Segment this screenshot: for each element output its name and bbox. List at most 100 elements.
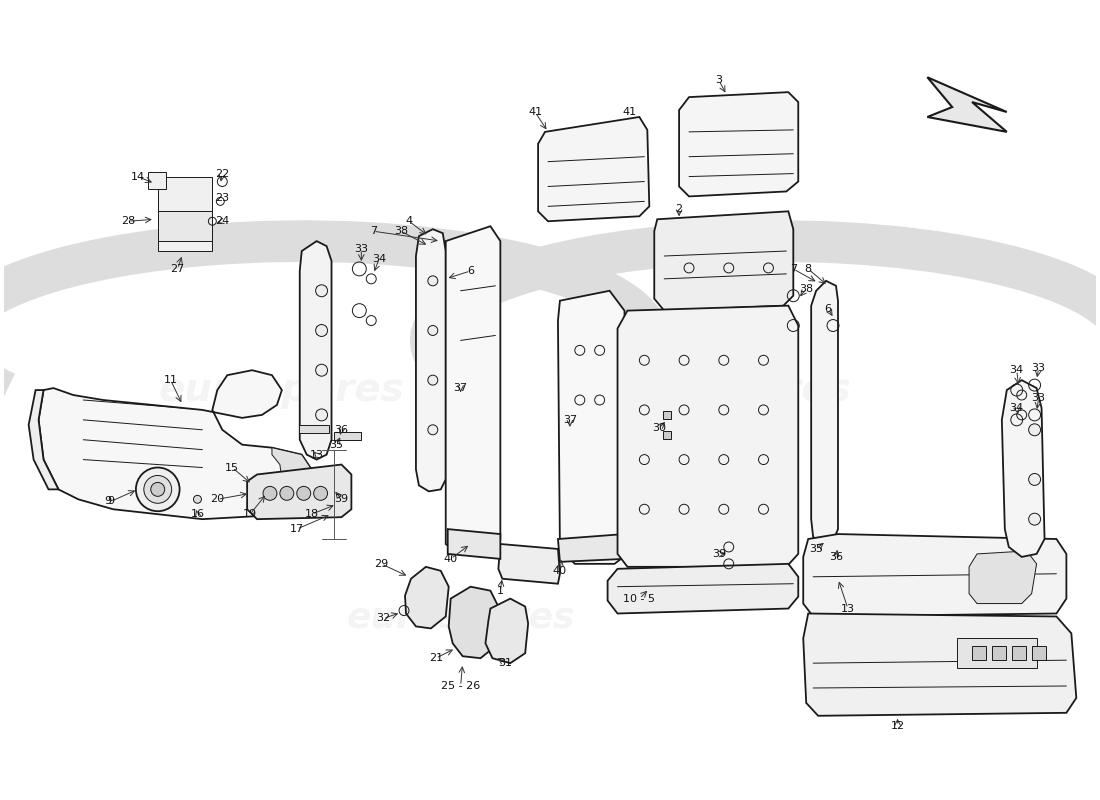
- Bar: [147, 171, 166, 190]
- Polygon shape: [248, 465, 351, 519]
- Bar: [992, 646, 1005, 660]
- Bar: [299, 425, 329, 433]
- Text: eurospares: eurospares: [160, 371, 405, 409]
- Text: 37: 37: [563, 415, 576, 425]
- Circle shape: [316, 409, 328, 421]
- Polygon shape: [416, 229, 446, 491]
- Polygon shape: [927, 78, 1006, 132]
- Polygon shape: [558, 290, 627, 564]
- Circle shape: [1028, 514, 1041, 525]
- Polygon shape: [1002, 380, 1045, 557]
- Text: 33: 33: [1032, 363, 1046, 374]
- Text: 36: 36: [829, 552, 843, 562]
- Polygon shape: [448, 529, 501, 559]
- Bar: [157, 177, 212, 251]
- Text: 35: 35: [330, 440, 343, 450]
- Polygon shape: [969, 551, 1036, 603]
- Text: 19: 19: [243, 510, 257, 519]
- Bar: [333, 432, 361, 440]
- Text: 34: 34: [1010, 403, 1024, 413]
- Bar: [1032, 646, 1045, 660]
- Text: 30: 30: [652, 423, 667, 433]
- Polygon shape: [538, 117, 649, 222]
- Text: 7: 7: [790, 264, 796, 274]
- Circle shape: [151, 482, 165, 496]
- Text: 22: 22: [216, 169, 230, 178]
- Text: eurospares: eurospares: [346, 602, 575, 635]
- Circle shape: [297, 486, 310, 500]
- Polygon shape: [39, 370, 311, 519]
- Bar: [1012, 646, 1025, 660]
- Polygon shape: [679, 92, 799, 197]
- Text: 31: 31: [498, 658, 513, 668]
- Text: 3: 3: [715, 75, 723, 86]
- Polygon shape: [485, 598, 528, 663]
- Circle shape: [136, 467, 179, 511]
- Circle shape: [1028, 474, 1041, 486]
- Circle shape: [314, 486, 328, 500]
- Text: 18: 18: [305, 510, 319, 519]
- Text: 27: 27: [170, 264, 185, 274]
- Polygon shape: [803, 614, 1076, 716]
- Text: 13: 13: [309, 450, 323, 460]
- Bar: [957, 638, 1036, 668]
- Circle shape: [428, 276, 438, 286]
- Text: 13: 13: [840, 603, 855, 614]
- Circle shape: [428, 375, 438, 385]
- Text: 7: 7: [370, 226, 377, 236]
- Text: 12: 12: [891, 721, 904, 730]
- Text: 24: 24: [216, 216, 230, 226]
- Circle shape: [428, 425, 438, 434]
- Text: 9: 9: [108, 496, 114, 506]
- Text: 37: 37: [453, 383, 468, 393]
- Text: 4: 4: [406, 216, 412, 226]
- Text: 28: 28: [121, 216, 135, 226]
- Text: 6: 6: [468, 266, 474, 276]
- Polygon shape: [299, 241, 331, 459]
- Text: 34: 34: [1010, 366, 1024, 375]
- Text: 39: 39: [334, 494, 349, 504]
- Text: 25 - 26: 25 - 26: [441, 681, 481, 691]
- Text: 34: 34: [372, 254, 386, 264]
- Circle shape: [279, 486, 294, 500]
- Polygon shape: [449, 586, 498, 658]
- Text: 21: 21: [429, 653, 443, 663]
- Bar: [663, 411, 671, 419]
- Text: 23: 23: [216, 194, 230, 203]
- Text: 17: 17: [289, 524, 304, 534]
- Text: 38: 38: [799, 284, 813, 294]
- Circle shape: [428, 326, 438, 335]
- Circle shape: [194, 495, 201, 503]
- Polygon shape: [29, 390, 58, 490]
- Circle shape: [316, 325, 328, 337]
- Bar: [972, 646, 986, 660]
- Text: 32: 32: [376, 614, 390, 623]
- Text: 6: 6: [825, 304, 832, 314]
- Text: 11: 11: [164, 375, 178, 385]
- Text: 20: 20: [210, 494, 224, 504]
- Text: 38: 38: [394, 226, 408, 236]
- Circle shape: [316, 364, 328, 376]
- Polygon shape: [654, 211, 793, 310]
- Text: 14: 14: [131, 171, 145, 182]
- Bar: [663, 430, 671, 438]
- Text: 10 - 5: 10 - 5: [624, 594, 656, 604]
- Text: 8: 8: [804, 264, 812, 274]
- Text: 36: 36: [334, 425, 349, 434]
- Text: 39: 39: [712, 549, 726, 559]
- Text: 1: 1: [497, 586, 504, 596]
- Text: 33: 33: [354, 244, 368, 254]
- Circle shape: [263, 486, 277, 500]
- Text: 33: 33: [1032, 393, 1046, 403]
- Text: 41: 41: [528, 107, 542, 117]
- Text: eurospares: eurospares: [606, 371, 851, 409]
- Text: 41: 41: [623, 107, 637, 117]
- Circle shape: [1028, 424, 1041, 436]
- Text: 15: 15: [226, 462, 239, 473]
- Polygon shape: [272, 448, 311, 499]
- Polygon shape: [498, 544, 560, 584]
- Polygon shape: [803, 534, 1066, 617]
- Text: 40: 40: [553, 566, 566, 576]
- Text: 40: 40: [443, 554, 458, 564]
- Circle shape: [316, 285, 328, 297]
